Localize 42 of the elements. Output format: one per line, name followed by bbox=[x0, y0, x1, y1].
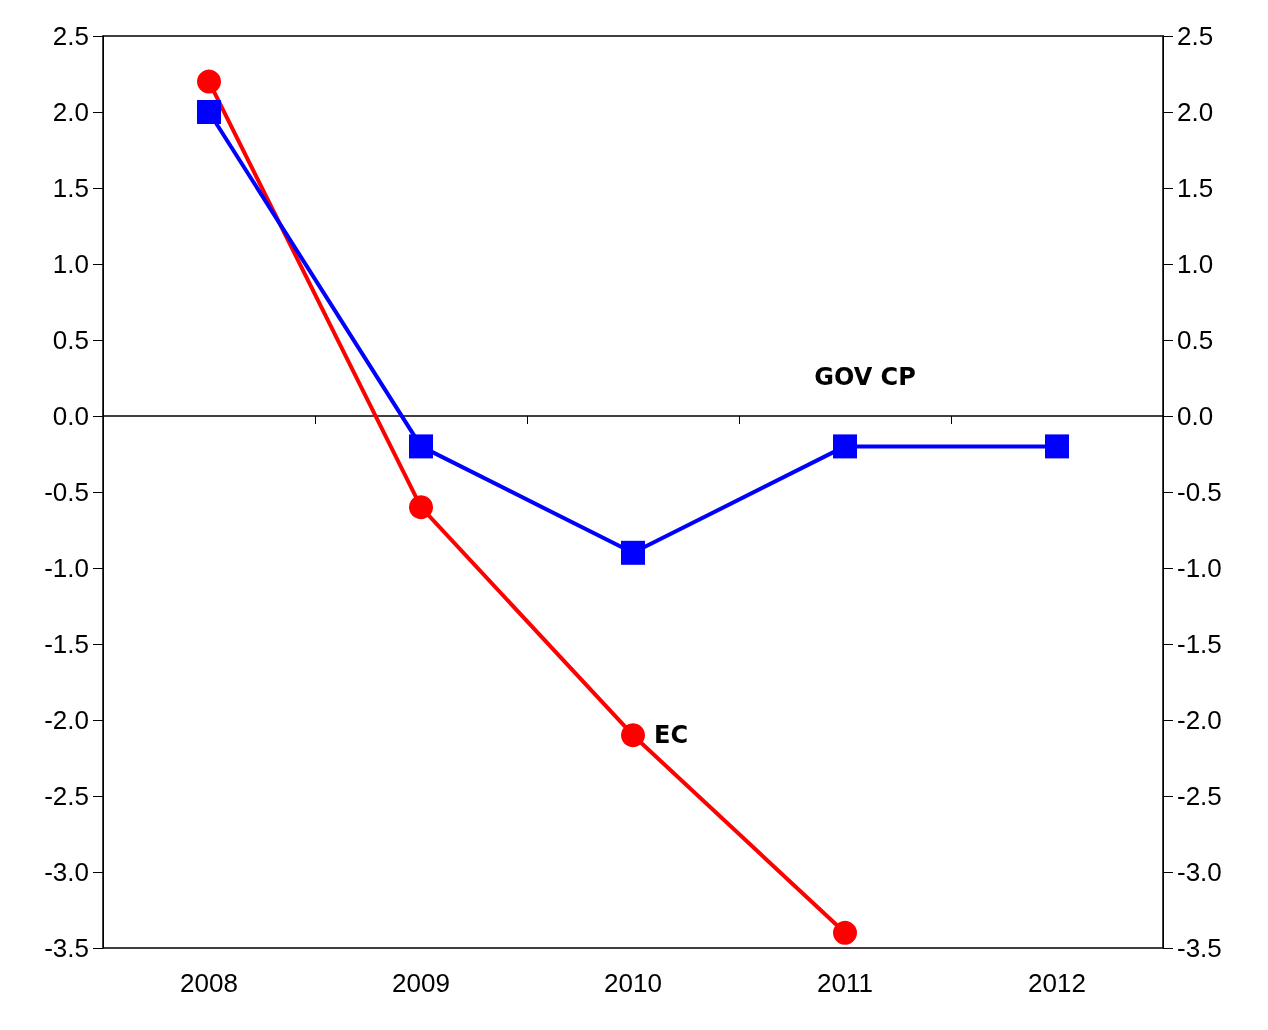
y-tick-label: 2.5 bbox=[52, 21, 89, 51]
series-label: GOV CP bbox=[814, 363, 916, 392]
point bbox=[621, 723, 645, 748]
point bbox=[409, 495, 433, 520]
y-tick-label: 2.0 bbox=[52, 97, 89, 127]
y-tick-label: -3.0 bbox=[44, 857, 89, 887]
point bbox=[621, 540, 645, 565]
y2-tick-label: 0.5 bbox=[1177, 325, 1214, 355]
y-tick-label: -2.0 bbox=[44, 705, 89, 735]
y-tick-label: -1.5 bbox=[44, 629, 89, 659]
y-tick-label: 0.5 bbox=[52, 325, 89, 355]
y-tick-label: -0.5 bbox=[44, 477, 89, 507]
x-tick-label: 2009 bbox=[392, 968, 450, 998]
y2-tick-label: 0.0 bbox=[1177, 401, 1214, 431]
y2-tick-label: -3.5 bbox=[1177, 933, 1222, 963]
x-tick-label: 2011 bbox=[817, 968, 873, 998]
y2-tick-label: 2.0 bbox=[1177, 97, 1214, 127]
point bbox=[833, 434, 857, 459]
y-tick-label: -2.5 bbox=[44, 781, 89, 811]
point bbox=[197, 69, 221, 94]
y-tick-label: 1.0 bbox=[52, 249, 89, 279]
y2-tick-label: -0.5 bbox=[1177, 477, 1222, 507]
y2-tick-label: -2.5 bbox=[1177, 781, 1222, 811]
series-label: EC bbox=[654, 721, 689, 750]
point bbox=[197, 100, 221, 124]
x-tick-label: 2012 bbox=[1028, 968, 1086, 998]
y-tick-label: -3.5 bbox=[44, 933, 89, 963]
point bbox=[409, 434, 433, 459]
y2-tick-label: 1.5 bbox=[1177, 173, 1214, 203]
y2-tick-label: 1.0 bbox=[1177, 249, 1214, 279]
x-tick-label: 2008 bbox=[180, 968, 238, 998]
y2-tick-label: -2.0 bbox=[1177, 705, 1222, 735]
y-tick-label: 0.0 bbox=[52, 401, 89, 431]
x-tick-label: 2010 bbox=[604, 968, 662, 998]
y2-tick-label: 2.5 bbox=[1177, 21, 1214, 51]
y2-tick-label: -3.0 bbox=[1177, 857, 1222, 887]
y-tick-label: -1.0 bbox=[44, 553, 89, 583]
point bbox=[833, 920, 857, 945]
y2-tick-label: -1.5 bbox=[1177, 629, 1222, 659]
y-tick-label: 1.5 bbox=[52, 173, 89, 203]
y2-tick-label: -1.0 bbox=[1177, 553, 1222, 583]
point bbox=[1045, 434, 1069, 459]
